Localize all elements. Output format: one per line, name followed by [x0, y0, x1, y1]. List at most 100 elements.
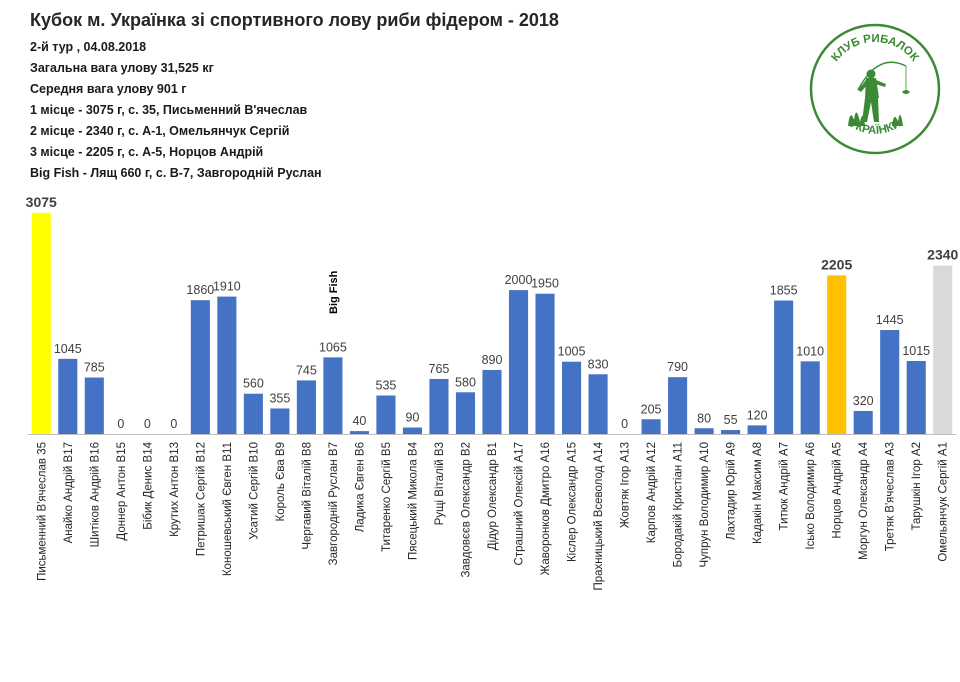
bar-30	[800, 361, 820, 434]
bar-35	[933, 265, 953, 434]
data-label-12: 1065	[319, 340, 347, 354]
tick-label-28: Кадакін Максим А8	[752, 442, 764, 544]
data-label-13: 40	[352, 414, 366, 428]
big-fish-annotation: Big Fish	[328, 270, 340, 314]
data-label-10: 355	[269, 391, 290, 405]
data-label-25: 790	[667, 360, 688, 374]
data-label-31: 2205	[821, 256, 852, 272]
tick-label-12: Завгородній Руслан В7	[328, 442, 340, 565]
data-label-5: 0	[144, 417, 151, 431]
data-label-15: 90	[406, 411, 420, 425]
chart-title: Кубок м. Українка зі спортивного лову ри…	[30, 10, 559, 30]
data-label-27: 55	[724, 413, 738, 427]
bar-8	[217, 296, 237, 434]
bar-10	[270, 408, 290, 434]
data-label-7: 1860	[186, 283, 214, 297]
bar-15	[402, 427, 422, 434]
data-label-9: 560	[243, 377, 264, 391]
data-label-6: 0	[170, 417, 177, 431]
bar-22	[588, 374, 608, 434]
tick-label-21: Кіслер Олександр А15	[567, 442, 579, 562]
info-line-second-place: 2 місце - 2340 г, с. А-1, Омельянчук Сер…	[30, 124, 290, 138]
data-label-33: 1445	[876, 313, 904, 327]
data-label-14: 535	[376, 379, 397, 393]
tick-label-15: Пясецький Микола В4	[407, 441, 419, 560]
bar-31	[827, 275, 847, 434]
tick-label-16: Рущі Віталій В3	[434, 442, 446, 525]
bar-7	[190, 300, 210, 434]
tick-label-34: Тарушкін Ігор А2	[911, 442, 923, 530]
data-label-2: 1045	[54, 342, 82, 356]
logo-bottom-text: УКРАЇНКИ	[847, 118, 903, 137]
tick-label-23: Жовтяк Ігор А13	[620, 442, 632, 528]
tick-label-27: Лахтадир Юрій А9	[726, 442, 738, 540]
data-label-21: 1005	[558, 345, 586, 359]
bar-32	[853, 410, 873, 434]
tick-label-35: Омельянчук Сергій А1	[938, 442, 950, 562]
tick-label-13: Ладика Євген В6	[354, 442, 366, 532]
fisherman-icon	[848, 61, 910, 126]
bar-21	[562, 361, 582, 434]
info-line-first-place: 1 місце - 3075 г, с. 35, Письменний В'яч…	[30, 103, 308, 117]
data-label-35: 2340	[927, 247, 958, 263]
tick-label-17: Завдовєєв Олександр В2	[460, 442, 472, 578]
data-label-30: 1010	[796, 344, 824, 358]
data-label-26: 80	[697, 411, 711, 425]
tick-label-26: Чупрун Володимир А10	[699, 442, 711, 568]
bar-18	[482, 369, 502, 434]
bar-11	[296, 380, 316, 434]
tick-label-22: Прахницький Всеволод А14	[593, 441, 605, 590]
data-label-34: 1015	[902, 344, 930, 358]
bar-1	[31, 212, 51, 434]
tick-label-9: Усатий Сергій В10	[248, 442, 260, 540]
data-label-19: 2000	[505, 273, 533, 287]
data-label-4: 0	[117, 417, 124, 431]
tick-label-6: Крутих Антон В13	[169, 442, 181, 537]
bar-9	[243, 393, 263, 434]
tick-label-1: Письменний В'ячеслав 35	[36, 442, 48, 581]
info-line-big-fish: Big Fish - Лящ 660 г, с. В-7, Завгородні…	[30, 166, 322, 180]
data-label-16: 765	[429, 362, 450, 376]
tick-label-29: Титюк Андрій А7	[779, 442, 791, 530]
tick-label-18: Дідур Олександр В1	[487, 442, 499, 550]
tick-label-3: Шитіков Андрій В16	[89, 442, 101, 547]
info-lines: 2-й тур , 04.08.2018 Загальна вага улову…	[30, 37, 559, 184]
chart-header: Кубок м. Українка зі спортивного лову ри…	[30, 10, 559, 184]
data-label-18: 890	[482, 353, 503, 367]
tick-label-11: Чергавий Віталій В8	[301, 442, 313, 550]
tick-label-8: Коношевський Євген В11	[222, 442, 234, 576]
tick-label-32: Моргун Олександр А4	[858, 441, 870, 560]
tick-label-2: Анайко Андрій В17	[63, 442, 75, 543]
tick-label-33: Третяк В'ячеслав А3	[885, 442, 897, 551]
bar-20	[535, 293, 555, 434]
tick-label-10: Король Єва В9	[275, 442, 287, 521]
tick-label-19: Страшний Олексій А17	[514, 442, 526, 565]
tick-label-20: Жаворонков Дмитро А16	[540, 442, 552, 575]
tick-label-31: Норцов Андрій А5	[832, 442, 844, 539]
info-line-average-weight: Середня вага улову 901 г	[30, 82, 187, 96]
bar-14	[376, 395, 396, 434]
tick-label-14: Титаренко Сергій В5	[381, 442, 393, 552]
info-line-round: 2-й тур , 04.08.2018	[30, 40, 147, 54]
bar-27	[721, 430, 741, 434]
data-label-20: 1950	[531, 277, 559, 291]
data-label-8: 1910	[213, 280, 241, 294]
tick-label-4: Доннер Антон В15	[116, 442, 128, 541]
bar-28	[747, 425, 767, 434]
bar-13	[349, 431, 369, 434]
bar-29	[774, 300, 794, 434]
info-line-total-weight: Загальна вага улову 31,525 кг	[30, 61, 214, 75]
bar-3	[84, 377, 104, 434]
bar-12	[323, 357, 343, 434]
data-label-23: 0	[621, 417, 628, 431]
data-label-29: 1855	[770, 284, 798, 298]
data-label-1: 3075	[26, 194, 57, 210]
bar-26	[694, 428, 714, 434]
svg-text:УКРАЇНКИ: УКРАЇНКИ	[847, 118, 903, 137]
bar-16	[429, 378, 449, 434]
bar-33	[880, 330, 900, 434]
tick-label-25: Бородакій Кристіан А11	[673, 442, 685, 567]
data-label-28: 120	[747, 408, 768, 422]
data-label-3: 785	[84, 361, 105, 375]
